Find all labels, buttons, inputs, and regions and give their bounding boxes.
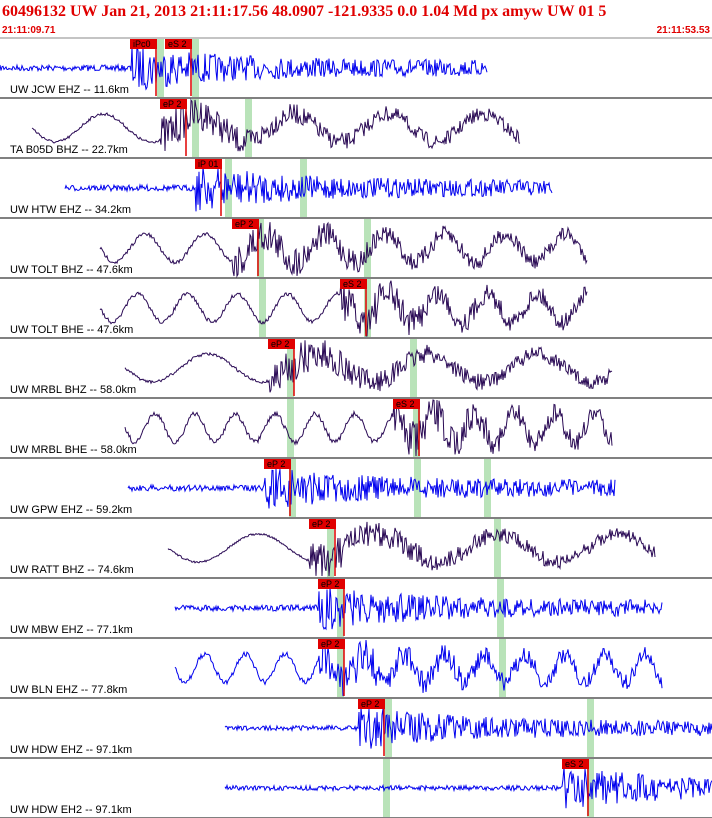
waveform (99, 221, 588, 278)
waveform (224, 767, 712, 809)
phase-marker (287, 339, 294, 397)
pick-box (393, 399, 420, 409)
station-label: UW GPW EHZ -- 59.2km (10, 504, 132, 516)
station-label: UW TOLT BHZ -- 47.6km (10, 264, 133, 276)
pick-label: eP 2 (235, 219, 253, 229)
phase-marker (192, 99, 199, 157)
pick-box (160, 99, 187, 109)
waveform (174, 587, 663, 631)
station-label: UW RATT BHZ -- 74.6km (10, 564, 134, 576)
phase-marker (245, 99, 252, 157)
phase-marker (300, 159, 307, 217)
station-label: UW HDW EH2 -- 97.1km (10, 804, 132, 816)
pick-box (358, 699, 385, 709)
pick-box (268, 339, 295, 349)
pick-label: eS 2 (168, 39, 187, 49)
station-label: UW MRBL BHZ -- 58.0km (10, 384, 136, 396)
phase-marker (259, 279, 266, 337)
start-time: 21:11:09.71 (2, 25, 56, 36)
pick-label: eP 2 (267, 459, 285, 469)
pick-box (318, 579, 345, 589)
waveform (124, 399, 613, 457)
phase-marker (257, 219, 264, 277)
pick-label: eS 2 (343, 279, 362, 289)
pick-label: eP 2 (321, 579, 339, 589)
station-label: UW TOLT BHE -- 47.6km (10, 324, 133, 336)
station-label: UW MRBL BHE -- 58.0km (10, 444, 137, 456)
station-label: UW HTW EHZ -- 34.2km (10, 204, 131, 216)
pick-label: eP 2 (271, 339, 289, 349)
pick-label: eP 2 (361, 699, 379, 709)
end-time: 21:11:53.53 (657, 25, 711, 36)
pick-box (165, 39, 192, 49)
phase-marker (494, 519, 501, 577)
waveform (99, 280, 588, 337)
pick-box (309, 519, 336, 529)
pick-label: iP 01 (198, 159, 218, 169)
pick-label: eP 2 (321, 639, 339, 649)
waveform (127, 468, 616, 509)
pick-box (232, 219, 259, 229)
phase-marker (327, 519, 334, 577)
pick-label: eP 2 (312, 519, 330, 529)
pick-box (318, 639, 345, 649)
pick-box (264, 459, 291, 469)
phase-marker (364, 279, 371, 337)
phase-marker (337, 579, 344, 637)
station-label: UW BLN EHZ -- 77.8km (10, 684, 127, 696)
pick-box (340, 279, 367, 289)
waveform (224, 707, 712, 749)
phase-marker (410, 339, 417, 397)
station-label: UW HDW EHZ -- 97.1km (10, 744, 132, 756)
phase-marker (287, 399, 294, 457)
pick-box (130, 39, 157, 49)
event-header: 60496132 UW Jan 21, 2013 21:11:17.56 48.… (2, 3, 606, 20)
station-label: UW JCW EHZ -- 11.6km (10, 84, 129, 96)
waveform (167, 521, 656, 577)
pick-label: eP 2 (163, 99, 181, 109)
waveform (174, 639, 663, 697)
pick-box (562, 759, 589, 769)
pick-label: eS 2 (396, 399, 415, 409)
pick-label: iPc0 (133, 39, 151, 49)
waveform (64, 167, 553, 212)
station-label: TA B05D BHZ -- 22.7km (10, 144, 128, 156)
pick-box (195, 159, 222, 169)
phase-marker (289, 459, 296, 517)
waveform (0, 46, 488, 91)
waveform (31, 98, 521, 152)
waveform (124, 340, 613, 393)
station-label: UW MBW EHZ -- 77.1km (10, 624, 133, 636)
pick-label: eS 2 (565, 759, 584, 769)
phase-marker (499, 639, 506, 697)
